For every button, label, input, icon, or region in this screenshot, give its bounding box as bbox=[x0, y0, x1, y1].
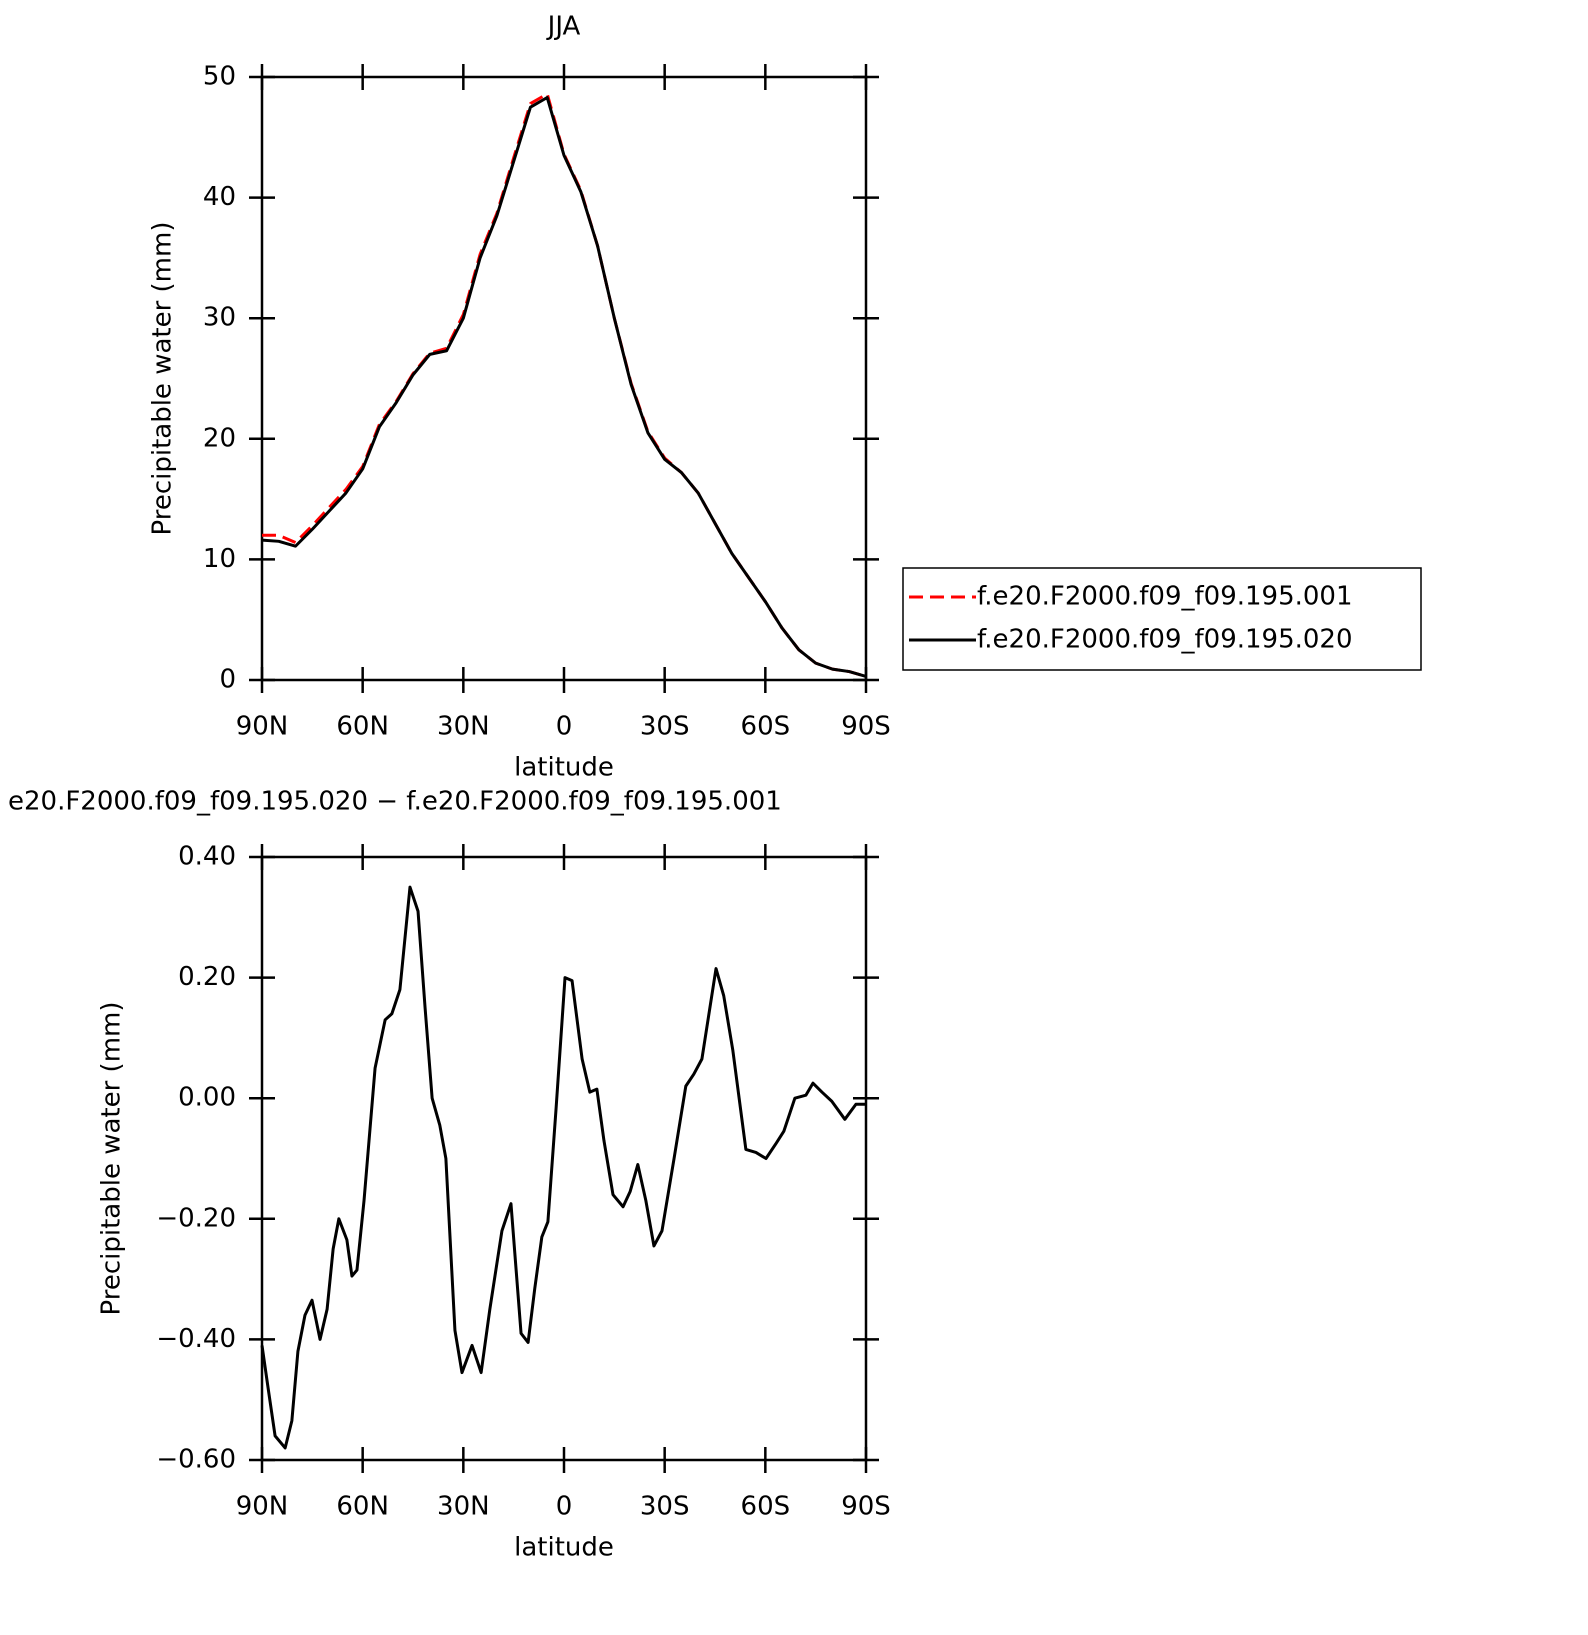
x-tick-label: 60S bbox=[741, 712, 791, 742]
data-line bbox=[260, 885, 866, 1450]
x-tick-label: 30N bbox=[437, 1492, 490, 1522]
x-tick-label: 60N bbox=[336, 712, 389, 742]
y-axis-label: Precipitable water (mm) bbox=[97, 1002, 127, 1316]
y-tick-label: 30 bbox=[203, 303, 236, 333]
x-tick-label: 0 bbox=[556, 1492, 573, 1522]
y-tick-label: 50 bbox=[203, 62, 236, 92]
x-tick-label: 0 bbox=[556, 712, 573, 742]
x-tick-label: 90N bbox=[236, 712, 289, 742]
legend-label: f.e20.F2000.f09_f09.195.020 bbox=[977, 625, 1353, 655]
plot: e20.F2000.f09_f09.195.020 − f.e20.F2000.… bbox=[8, 787, 891, 1563]
plot-frame bbox=[260, 855, 868, 1462]
x-tick-label: 90S bbox=[841, 1492, 891, 1522]
x-tick-label: 60S bbox=[741, 1492, 791, 1522]
y-tick-label: −0.40 bbox=[156, 1324, 236, 1354]
y-tick-label: 0 bbox=[219, 665, 236, 695]
legend-label: f.e20.F2000.f09_f09.195.001 bbox=[977, 582, 1353, 612]
x-tick-label: 60N bbox=[336, 1492, 389, 1522]
y-tick-label: −0.60 bbox=[156, 1445, 236, 1475]
data-line bbox=[261, 96, 867, 678]
x-axis-label: latitude bbox=[514, 753, 614, 783]
y-tick-label: −0.20 bbox=[156, 1203, 236, 1233]
x-axis-label: latitude bbox=[514, 1533, 614, 1563]
y-axis-label: Precipitable water (mm) bbox=[148, 222, 178, 536]
chart-title: e20.F2000.f09_f09.195.020 − f.e20.F2000.… bbox=[8, 787, 782, 817]
chart-title: JJA bbox=[546, 12, 581, 42]
y-tick-label: 0.00 bbox=[178, 1083, 236, 1113]
x-tick-label: 90S bbox=[841, 712, 891, 742]
legend-box bbox=[902, 567, 1422, 671]
x-tick-label: 30S bbox=[640, 1492, 690, 1522]
x-tick-label: 30S bbox=[640, 712, 690, 742]
y-tick-label: 10 bbox=[203, 544, 236, 574]
y-tick-label: 40 bbox=[203, 182, 236, 212]
y-tick-label: 0.20 bbox=[178, 962, 236, 992]
x-tick-label: 30N bbox=[437, 712, 490, 742]
plot-frame bbox=[260, 75, 868, 682]
y-tick-label: 20 bbox=[203, 423, 236, 453]
plot: JJA latitude Precipitable water (mm) 0 10 20 3… bbox=[148, 12, 1422, 783]
x-tick-label: 90N bbox=[236, 1492, 289, 1522]
y-tick-label: 0.40 bbox=[178, 842, 236, 872]
